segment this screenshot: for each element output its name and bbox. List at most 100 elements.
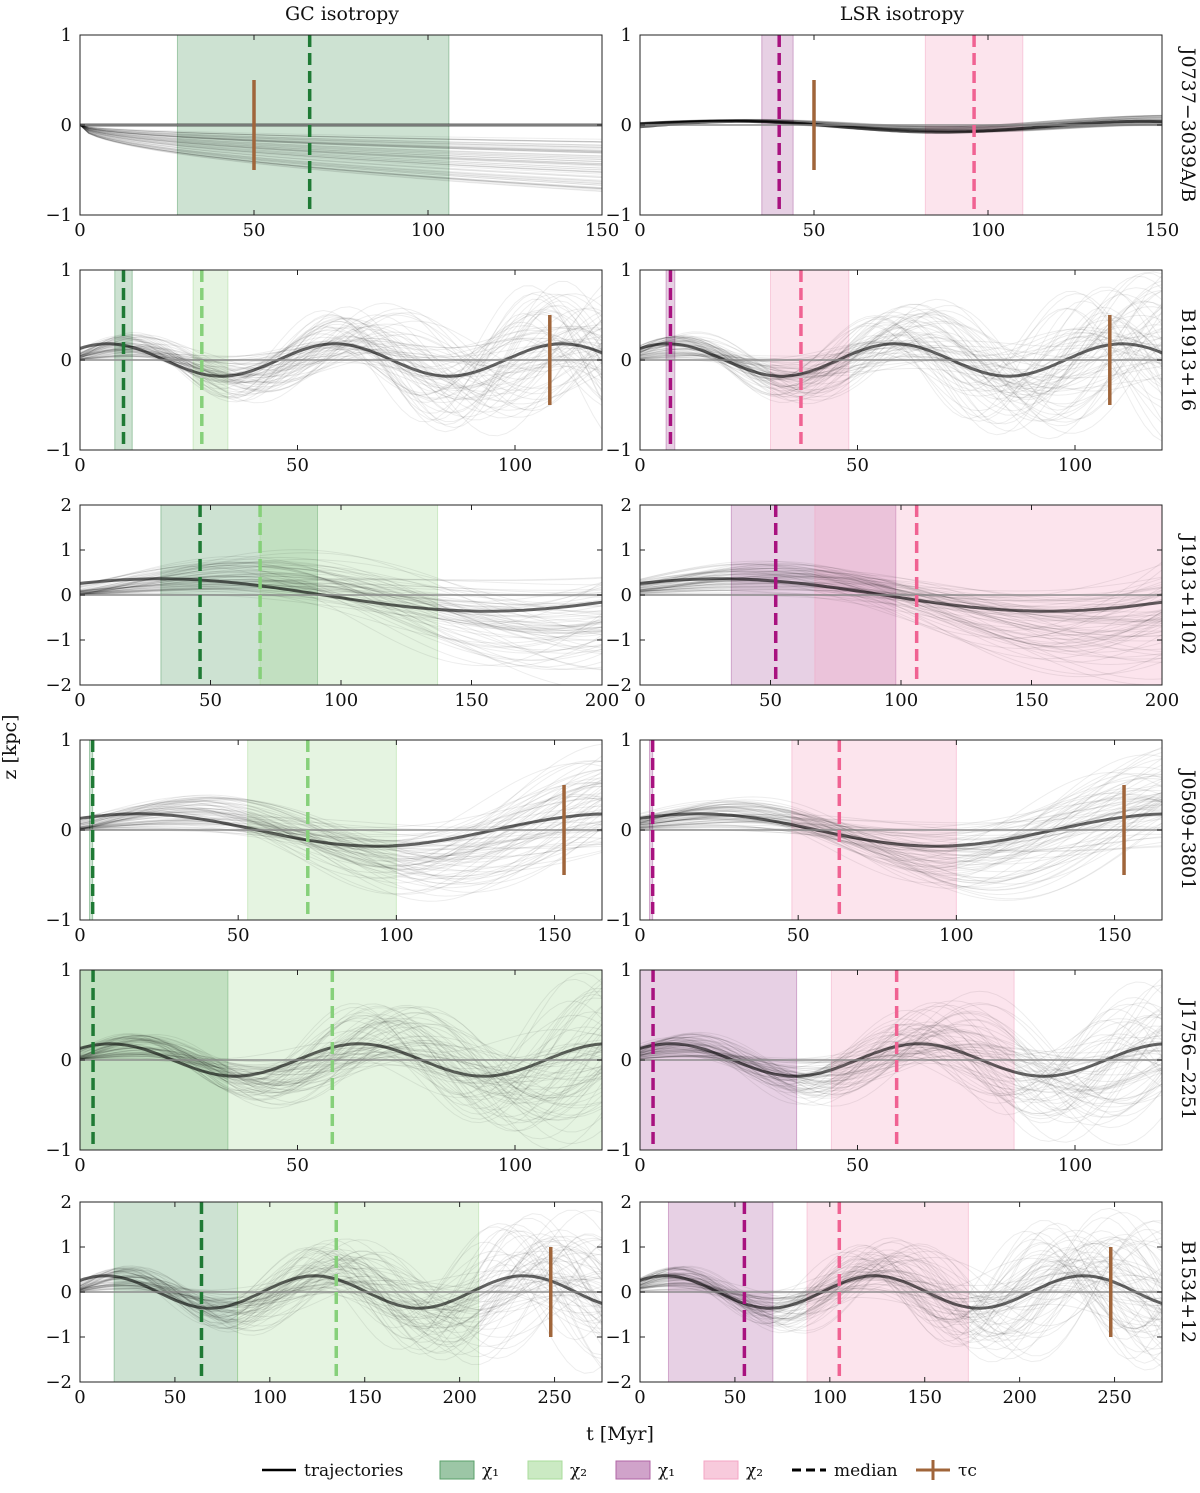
y-tick-label: 0 [61, 585, 72, 606]
x-tick-label: 150 [1014, 690, 1048, 711]
y-tick-label: 0 [61, 1282, 72, 1303]
y-tick-label: 0 [61, 820, 72, 841]
x-tick-label: 100 [971, 220, 1005, 241]
x-tick-label: 250 [1097, 1387, 1131, 1408]
x-tick-label: 100 [498, 1155, 532, 1176]
y-tick-label: 1 [61, 730, 72, 751]
y-tick-label: −2 [605, 675, 632, 696]
legend-label: χ₂ [746, 1461, 763, 1481]
x-tick-label: 50 [243, 220, 266, 241]
legend: trajectories χ₁ χ₂ χ₁ χ₂ median τc [262, 1460, 977, 1481]
legend-lsr-chi1: χ₁ [615, 1460, 675, 1481]
x-tick-label: 0 [74, 925, 85, 946]
row-label-j0737-3039a-b: J0737−3039A/B [1177, 46, 1199, 202]
y-tick-label: 2 [61, 1192, 72, 1213]
legend-gc-chi1: χ₁ [439, 1460, 499, 1481]
y-tick-label: 1 [61, 960, 72, 981]
y-tick-label: −2 [45, 675, 72, 696]
trajectories [80, 280, 602, 437]
trajectory-core [80, 1042, 602, 1078]
trajectory-core [640, 577, 1162, 613]
column-title-lsr: LSR isotropy [840, 3, 965, 25]
y-tick-label: 2 [621, 495, 632, 516]
column-title-gc: GC isotropy [285, 3, 399, 25]
panel-b1913-16-gc: 0 50 100−101 [45, 260, 603, 476]
x-axis-label: t [Myr] [586, 1423, 654, 1445]
x-tick-label: 100 [379, 925, 413, 946]
y-tick-label: 1 [621, 540, 632, 561]
legend-tau: τc [916, 1460, 977, 1481]
y-tick-label: 1 [61, 260, 72, 281]
legend-median: median [792, 1461, 898, 1481]
trajectories [640, 271, 1162, 442]
x-tick-label: 150 [348, 1387, 382, 1408]
x-tick-label: 50 [723, 1387, 746, 1408]
trajectories [640, 560, 1162, 685]
y-tick-label: 1 [621, 960, 632, 981]
legend-label: χ₁ [658, 1461, 675, 1481]
y-axis-label: z [kpc] [0, 714, 21, 779]
y-tick-label: 0 [621, 585, 632, 606]
x-tick-label: 0 [634, 1155, 645, 1176]
x-tick-label: 150 [585, 220, 619, 241]
x-tick-label: 50 [163, 1387, 186, 1408]
x-tick-label: 200 [1002, 1387, 1036, 1408]
trajectories [80, 972, 602, 1150]
y-tick-label: 0 [61, 115, 72, 136]
y-tick-label: −2 [45, 1372, 72, 1393]
y-tick-label: −1 [605, 440, 632, 461]
legend-label: trajectories [304, 1461, 403, 1481]
x-tick-label: 50 [286, 1155, 309, 1176]
x-tick-label: 100 [411, 220, 445, 241]
y-tick-label: −1 [605, 910, 632, 931]
x-tick-label: 100 [884, 690, 918, 711]
y-tick-label: 1 [61, 540, 72, 561]
x-tick-label: 0 [634, 220, 645, 241]
panel-j0509-3801-gc: 0 50 100 150−101 [45, 730, 603, 946]
x-tick-label: 150 [1145, 220, 1179, 241]
x-tick-label: 50 [759, 690, 782, 711]
x-tick-label: 50 [227, 925, 250, 946]
x-tick-label: 150 [537, 925, 571, 946]
row-label-b1534-12: B1534+12 [1177, 1241, 1199, 1343]
y-tick-label: 1 [621, 1237, 632, 1258]
x-tick-label: 100 [1058, 1155, 1092, 1176]
y-tick-label: 2 [61, 495, 72, 516]
x-tick-label: 0 [634, 455, 645, 476]
x-tick-label: 200 [442, 1387, 476, 1408]
x-tick-label: 0 [634, 1387, 645, 1408]
y-tick-label: −1 [45, 440, 72, 461]
x-tick-label: 150 [908, 1387, 942, 1408]
y-tick-label: −1 [605, 630, 632, 651]
x-tick-label: 50 [787, 925, 810, 946]
trajectories [640, 114, 1162, 134]
y-tick-label: 1 [61, 1237, 72, 1258]
panel-j1756-2251-gc: 0 50 100−101 [45, 960, 603, 1176]
legend-lsr-chi2: χ₂ [703, 1460, 763, 1481]
y-tick-label: 0 [621, 350, 632, 371]
trajectory-core [640, 342, 1162, 378]
y-tick-label: 0 [61, 350, 72, 371]
x-tick-label: 50 [846, 455, 869, 476]
y-tick-label: −1 [45, 630, 72, 651]
trajectories [80, 549, 602, 685]
y-tick-label: −1 [45, 1327, 72, 1348]
panel-b1534-12-gc: 0 50 100 150 200 250 −2 −1 0 1 2 [45, 1192, 603, 1408]
y-tick-label: 2 [621, 1192, 632, 1213]
panel-j0737-3039a-b-gc: 0 50 100 150−101 [45, 25, 619, 241]
y-tick-label: 1 [621, 260, 632, 281]
x-tick-label: 0 [74, 1387, 85, 1408]
trajectory-core [640, 1274, 1162, 1310]
y-tick-label: 0 [621, 820, 632, 841]
trajectory-core [640, 1042, 1162, 1078]
y-tick-label: 0 [621, 115, 632, 136]
x-tick-label: 150 [1097, 925, 1131, 946]
x-tick-label: 0 [74, 1155, 85, 1176]
panel-b1534-12-lsr: 0 50 100 150 200 250 −2 −1 0 1 2 B1534+12 [605, 1192, 1199, 1408]
trajectory-core [80, 812, 602, 848]
legend-label: τc [958, 1461, 977, 1481]
